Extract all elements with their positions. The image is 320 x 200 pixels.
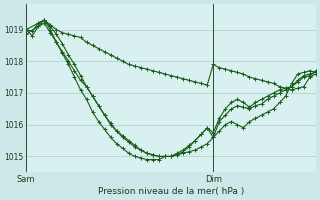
X-axis label: Pression niveau de la mer( hPa ): Pression niveau de la mer( hPa ) xyxy=(98,187,244,196)
